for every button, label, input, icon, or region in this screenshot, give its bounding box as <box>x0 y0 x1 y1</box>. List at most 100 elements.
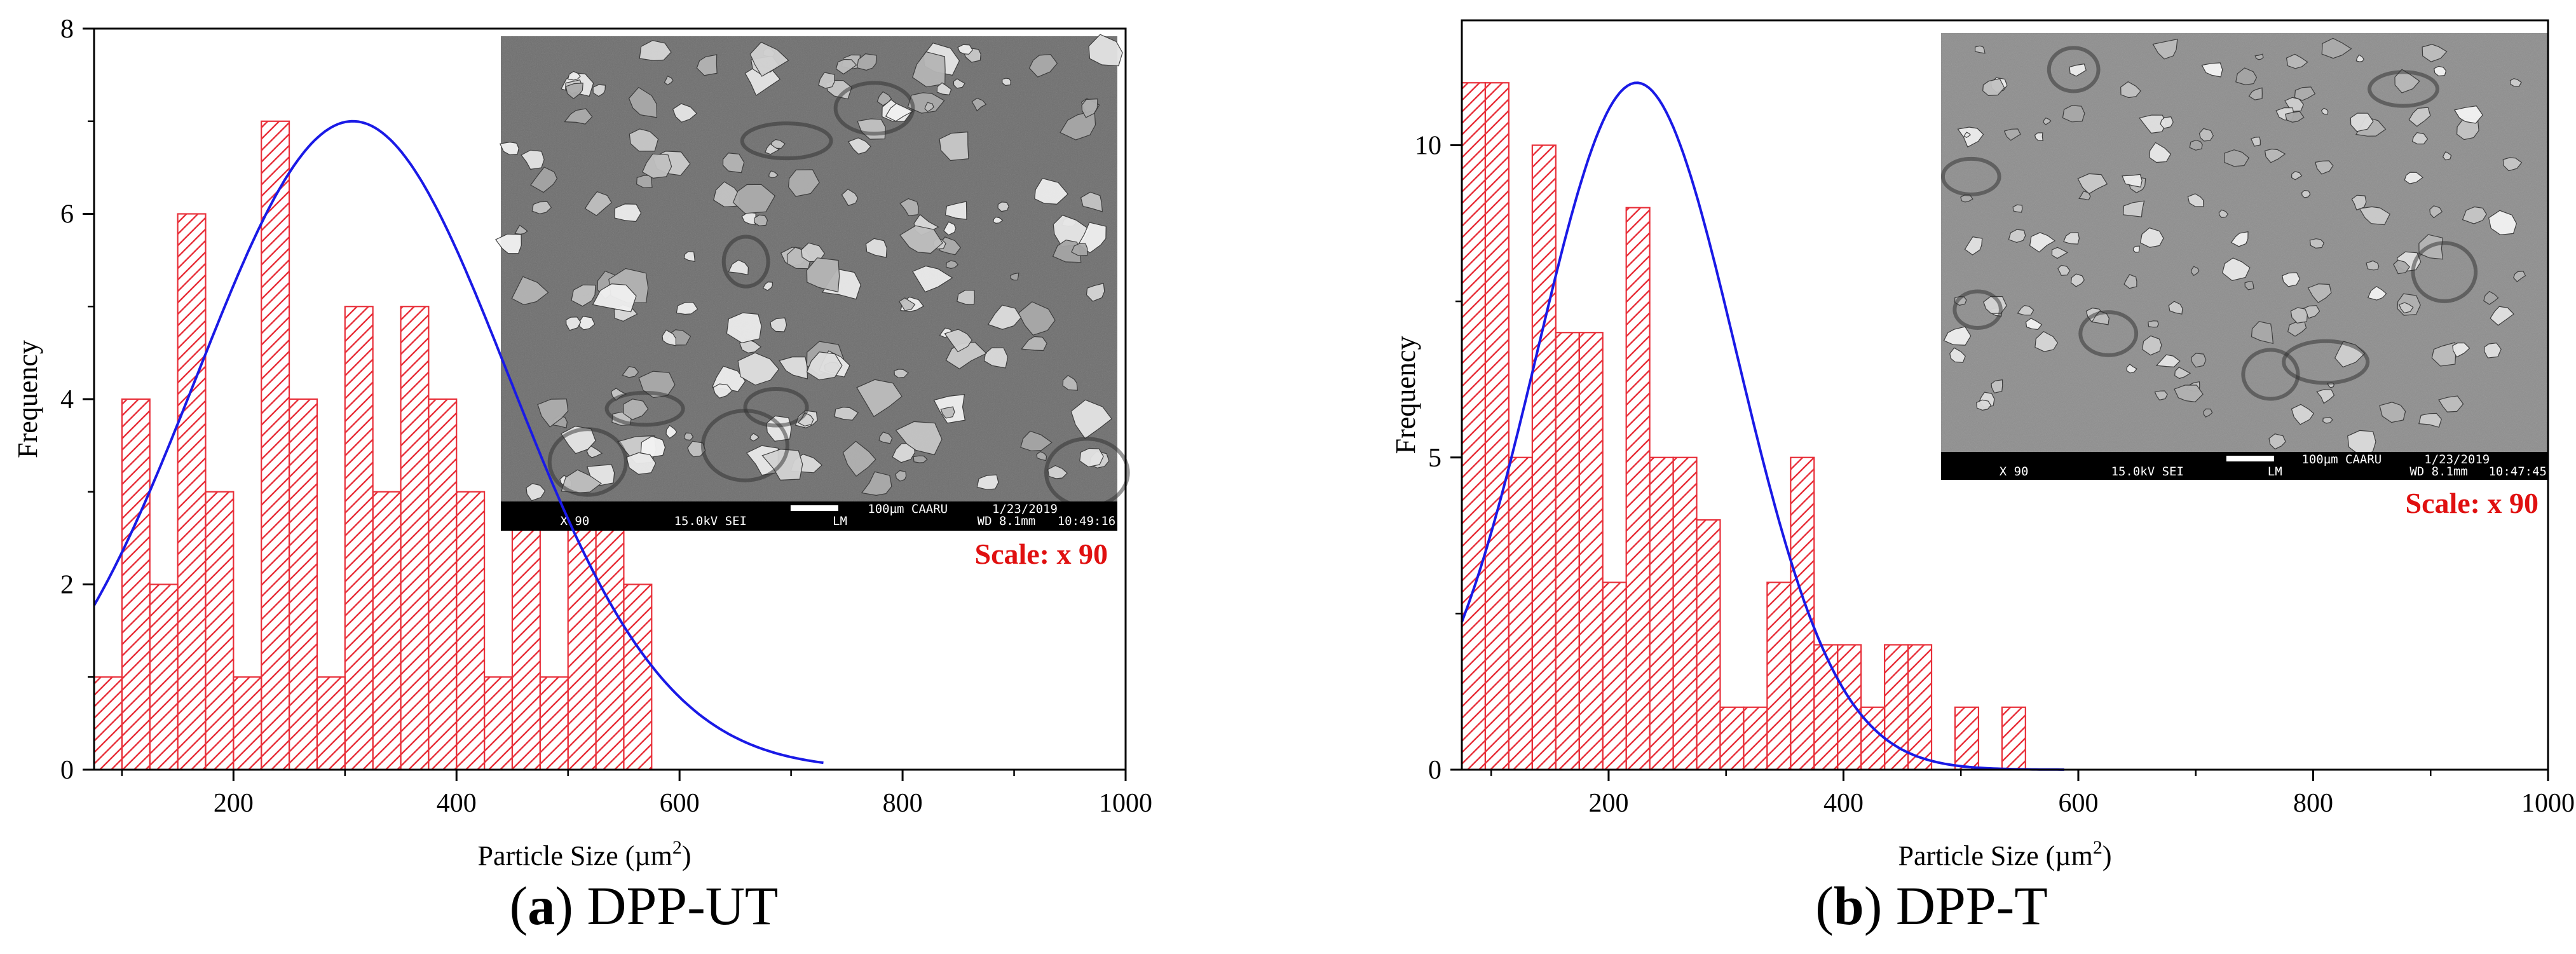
sem-particle <box>2264 148 2286 163</box>
sem-particle <box>2224 149 2250 167</box>
histogram-bar <box>233 676 262 771</box>
sem-particle <box>514 224 528 235</box>
sem-particle <box>2077 173 2108 194</box>
sem-inset-image: X 90 15.0kV SEI LM 100µm CAARU WD 8.1mm1/23/… <box>1940 33 2548 480</box>
histogram-bar <box>623 583 653 771</box>
sem-particle <box>2393 259 2410 275</box>
sem-particle <box>2286 53 2308 69</box>
sem-particle <box>2155 354 2181 368</box>
sem-particle <box>939 132 969 161</box>
sem-particle <box>1943 326 1972 346</box>
sem-particle <box>1034 177 1069 205</box>
x-tick-label: 800 <box>883 789 923 818</box>
sem-particle <box>2488 210 2518 236</box>
sem-footer-label: WD 8.1mm <box>978 514 1036 528</box>
sem-particle <box>806 257 840 293</box>
sem-particle <box>2174 366 2191 379</box>
sem-particle <box>993 216 1004 224</box>
sem-particle <box>2168 301 2183 315</box>
histogram-bar <box>1696 519 1721 771</box>
y-axis-label: Frequency <box>12 340 43 458</box>
sem-particle <box>895 470 907 482</box>
sem-particle <box>943 221 957 236</box>
sem-footer-label: 1/23/2019 <box>992 502 1058 516</box>
histogram-bar <box>205 491 235 771</box>
sem-particle <box>842 440 876 477</box>
sem-particle <box>641 153 672 179</box>
sem-particle <box>741 212 756 226</box>
sem-particle <box>1963 132 1972 138</box>
histogram-bar <box>1837 644 1862 771</box>
sem-particle <box>2434 65 2447 77</box>
sem-particle <box>531 201 552 215</box>
sem-particle <box>2483 290 2499 305</box>
scale-label: Scale: x 90 <box>2405 487 2539 519</box>
sem-particle <box>2008 229 2026 243</box>
sem-particle <box>2290 307 2308 324</box>
sem-footer-label: 10:47:45 <box>2488 465 2547 479</box>
sem-footer-label: WD 8.1mm <box>2409 465 2468 479</box>
sem-particle <box>2029 232 2056 253</box>
sem-particle <box>2123 274 2137 289</box>
y-tick-label: 4 <box>60 385 74 414</box>
histogram-bar <box>595 491 625 771</box>
histogram-bar <box>1508 456 1533 771</box>
sem-crater <box>833 81 915 136</box>
sem-particle <box>885 103 914 122</box>
sem-footer-label: 100µm CAARU <box>2301 453 2382 467</box>
sem-particle <box>818 72 835 89</box>
sem-particle <box>787 169 820 197</box>
sem-particle <box>1021 336 1047 351</box>
sem-particle <box>1010 272 1019 281</box>
sem-particle <box>2003 128 2021 141</box>
sem-particle <box>806 351 843 381</box>
histogram-bar <box>1461 82 1487 771</box>
sem-particle <box>2244 281 2254 290</box>
sem-particle <box>565 83 583 100</box>
sem-particle <box>2070 273 2085 287</box>
y-tick-label: 5 <box>1428 444 1441 473</box>
sem-crater <box>547 427 628 497</box>
sem-crater <box>740 121 833 161</box>
sem-particle <box>2320 107 2329 115</box>
sem-particle <box>2126 364 2137 374</box>
sem-particle <box>2123 200 2145 217</box>
sem-particle <box>2351 194 2367 211</box>
sem-particle <box>983 347 1009 369</box>
histogram-bar <box>539 676 569 771</box>
sem-particle <box>2149 142 2172 163</box>
histogram-bar <box>121 398 151 771</box>
histogram-bar <box>428 398 458 771</box>
sem-particle <box>865 238 887 258</box>
sem-particle <box>521 149 545 170</box>
histogram-bar <box>1719 706 1745 771</box>
sem-scale-bar <box>790 505 838 511</box>
sem-particle <box>770 317 787 332</box>
normal-fit-curve <box>1461 81 2064 771</box>
sem-particle <box>2069 63 2087 77</box>
histogram-bar <box>1954 706 1980 771</box>
sem-particle <box>835 58 857 75</box>
sem-particle <box>511 276 549 306</box>
sem-footer-label: LM <box>2268 465 2282 479</box>
sem-particle <box>2051 247 2069 259</box>
sem-particle <box>2203 408 2213 418</box>
sem-particle <box>2160 116 2174 129</box>
sem-particle <box>834 407 859 421</box>
sem-particle <box>1991 379 2003 393</box>
sem-particle <box>2359 206 2390 226</box>
x-tick-label: 200 <box>214 789 254 818</box>
sem-particle <box>2513 271 2526 283</box>
sem-footer-label: 10:49:16 <box>1058 514 1116 528</box>
x-tick-label: 600 <box>660 789 700 818</box>
sem-particle <box>2254 53 2264 60</box>
sem-particle <box>2379 402 2406 423</box>
histogram-bar <box>1531 144 1557 771</box>
sem-particle <box>2139 227 2164 248</box>
sem-particle <box>749 41 789 77</box>
histogram-bar <box>316 676 346 771</box>
sem-particle <box>2431 342 2457 367</box>
sem-particle <box>684 432 694 441</box>
histogram-bar <box>1790 456 1815 771</box>
sem-particle <box>2307 283 2332 303</box>
